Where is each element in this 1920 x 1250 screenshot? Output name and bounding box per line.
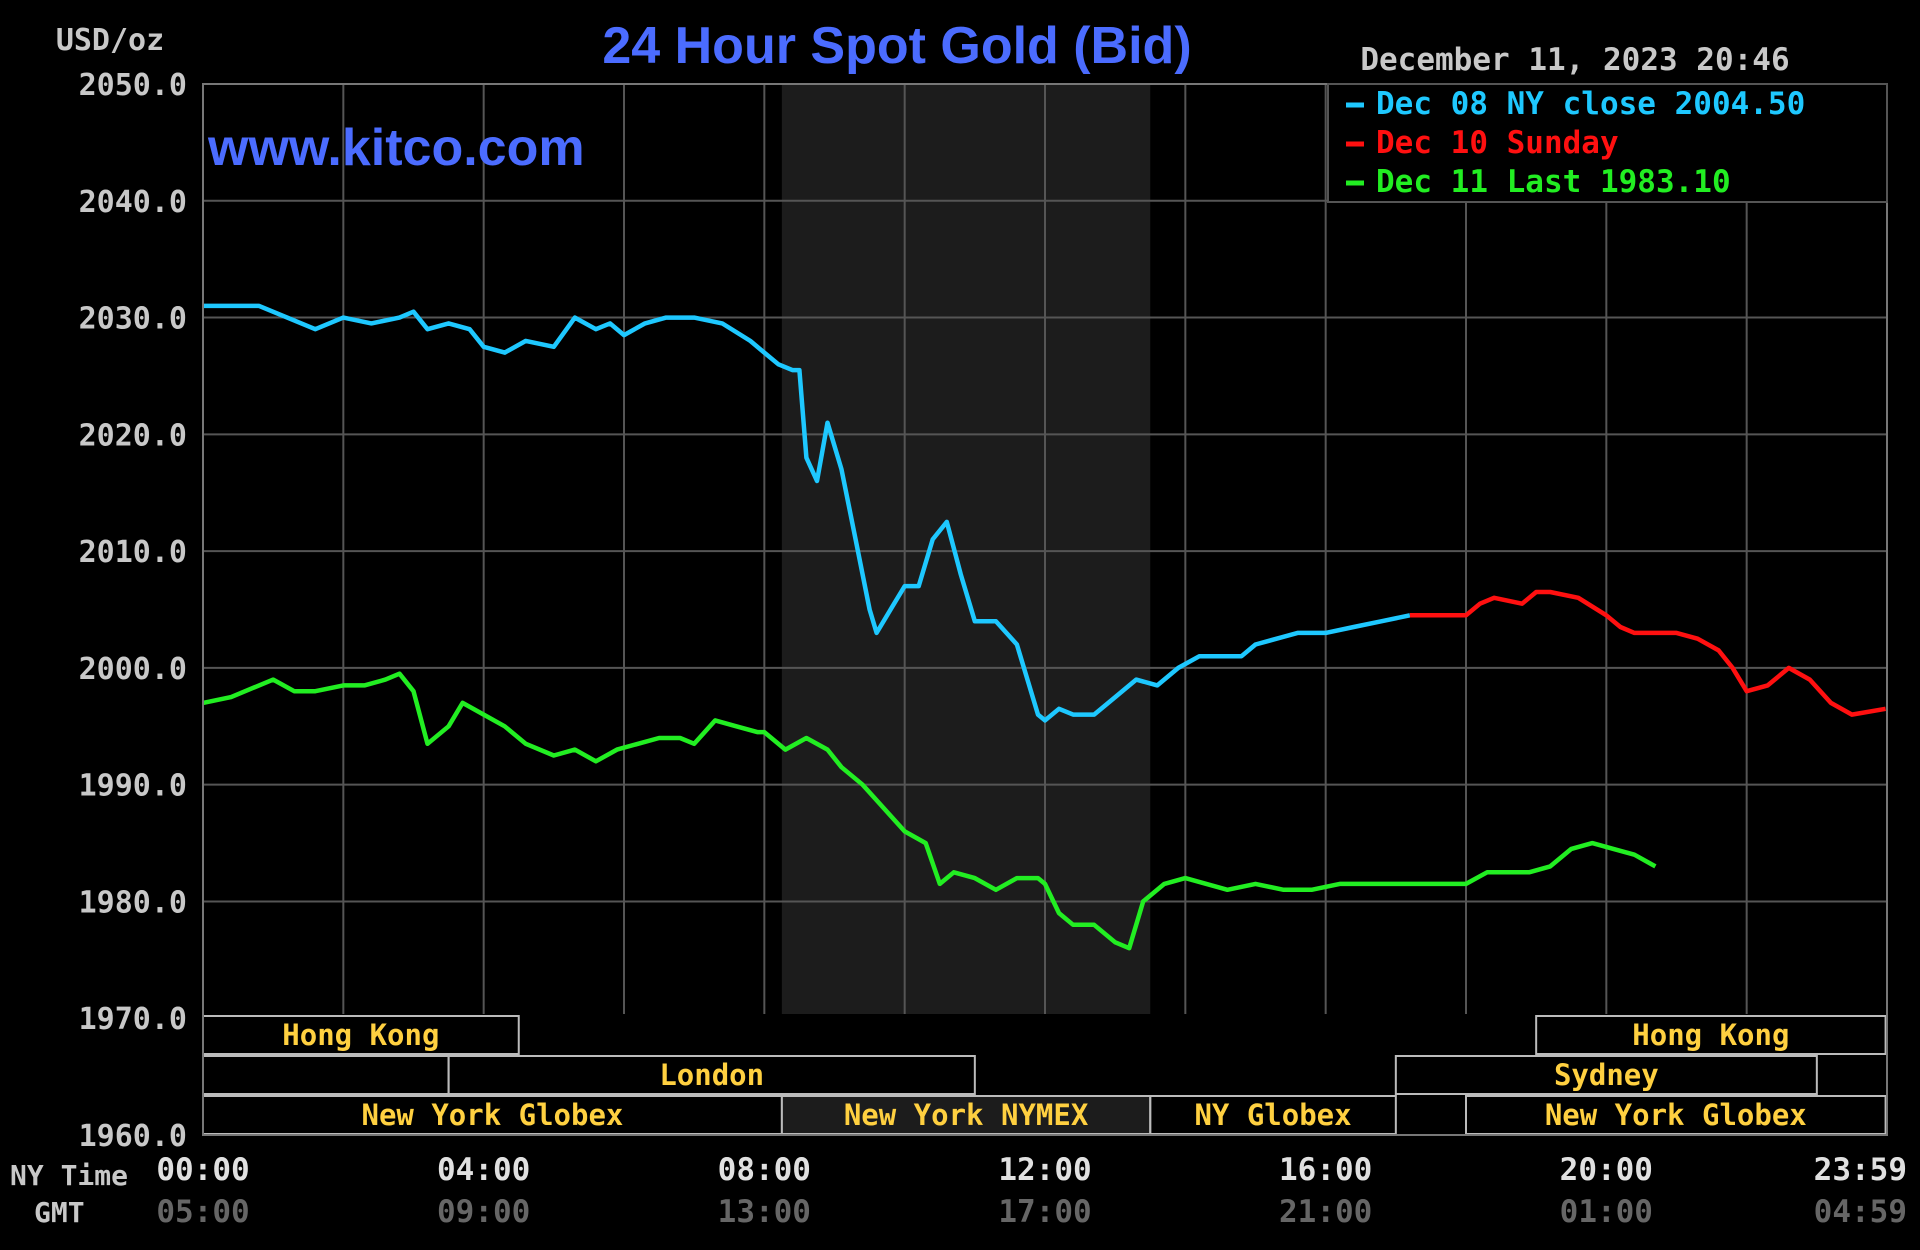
legend-label-dec08: Dec 08 NY close 2004.50 (1376, 86, 1805, 122)
legend-box (1327, 83, 1888, 203)
y-tick-label: 1990.0 (79, 769, 187, 804)
x-tick-gmt: 04:59 (1814, 1194, 1907, 1230)
session-bar (1394, 1055, 1818, 1095)
session-label: New York Globex (1545, 1098, 1807, 1132)
unit-label: USD/oz (56, 23, 164, 58)
x-tick-ny: 08:00 (718, 1152, 811, 1188)
session-label: New York NYMEX (844, 1098, 1089, 1132)
y-tick-label: 2010.0 (79, 535, 187, 570)
y-tick-label: 2030.0 (79, 302, 187, 337)
x-tick-ny: 23:59 (1814, 1152, 1907, 1188)
x-row-label-gmt: GMT (34, 1196, 85, 1229)
session-bar (780, 1095, 1152, 1135)
y-tick-label: 2040.0 (79, 185, 187, 220)
x-row-label-ny: NY Time (10, 1159, 128, 1192)
series-line-dec10 (1409, 589, 1886, 717)
chart-title: 24 Hour Spot Gold (Bid) (602, 17, 1191, 75)
x-tick-gmt: 01:00 (1560, 1194, 1653, 1230)
session-label: Hong Kong (1632, 1018, 1789, 1052)
plot-frame (202, 83, 1888, 1136)
series-line-dec08 (203, 303, 1411, 723)
session-bar (447, 1055, 976, 1095)
x-tick-gmt: 17:00 (998, 1194, 1091, 1230)
y-tick-label: 1970.0 (79, 1002, 187, 1037)
x-tick-ny: 12:00 (998, 1152, 1091, 1188)
y-tick-label: 1960.0 (79, 1119, 187, 1154)
legend-label-dec11: Dec 11 Last 1983.10 (1376, 164, 1731, 200)
session-bar (1535, 1015, 1887, 1055)
watermark-url: www.kitco.com (207, 119, 585, 177)
x-tick-ny: 00:00 (156, 1152, 249, 1188)
x-tick-gmt: 13:00 (718, 1194, 811, 1230)
y-tick-label: 2020.0 (79, 418, 187, 453)
y-tick-label: 2000.0 (79, 652, 187, 687)
x-tick-ny: 04:00 (437, 1152, 530, 1188)
session-label: Hong Kong (282, 1018, 439, 1052)
y-tick-label: 2050.0 (79, 68, 187, 103)
session-label: New York Globex (361, 1098, 623, 1132)
session-label: London (659, 1058, 764, 1092)
nymex-shaded-region (781, 84, 1151, 1135)
x-tick-ny: 16:00 (1279, 1152, 1372, 1188)
series-line-dec11 (202, 671, 1657, 951)
x-tick-gmt: 09:00 (437, 1194, 530, 1230)
timestamp: December 11, 2023 20:46 (1360, 42, 1789, 78)
y-tick-label: 1980.0 (79, 885, 187, 920)
legend-label-dec10: Dec 10 Sunday (1376, 125, 1619, 161)
x-tick-gmt: 05:00 (156, 1194, 249, 1230)
session-label: Sydney (1554, 1058, 1659, 1092)
x-tick-ny: 20:00 (1560, 1152, 1653, 1188)
x-tick-gmt: 21:00 (1279, 1194, 1372, 1230)
session-label: NY Globex (1194, 1098, 1351, 1132)
